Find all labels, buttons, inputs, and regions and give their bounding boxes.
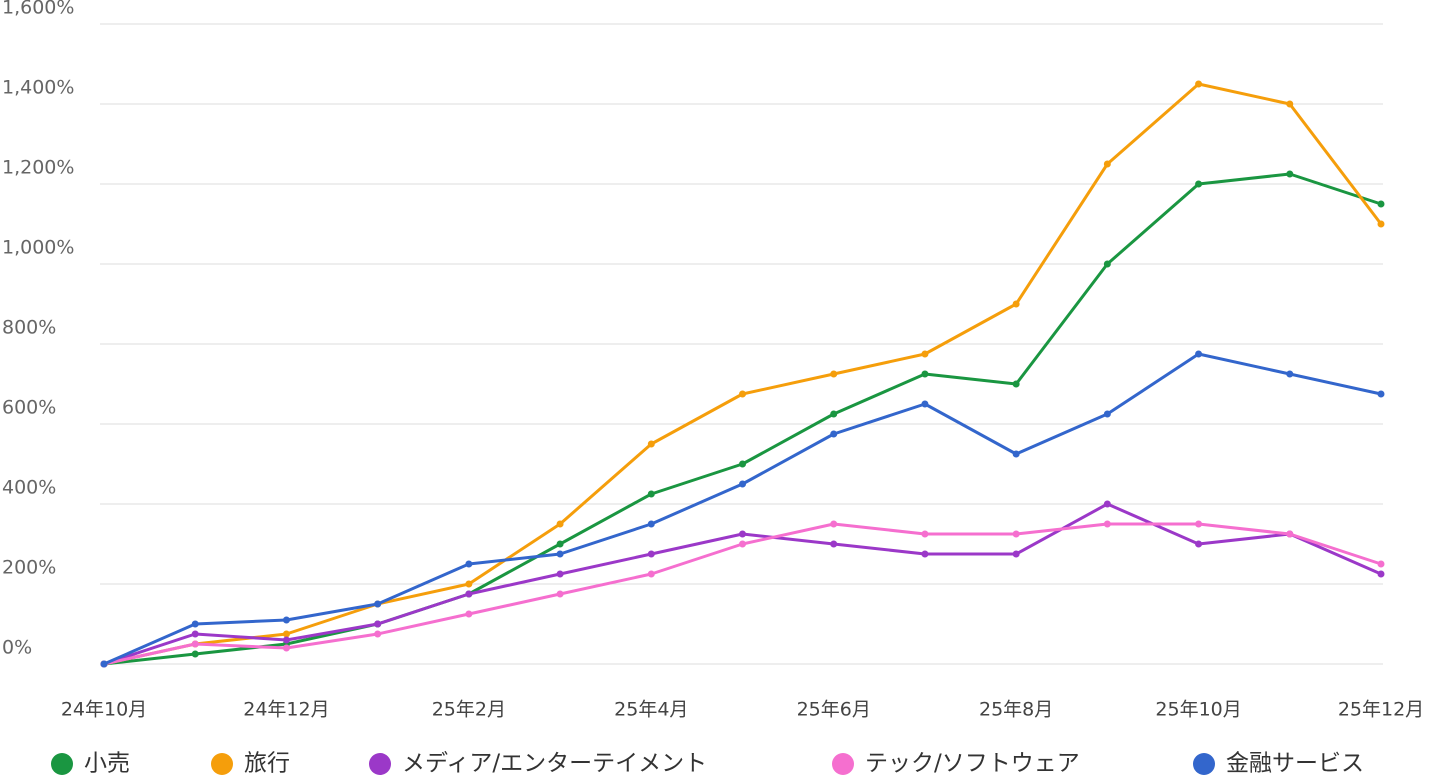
legend-label: 金融サービス [1226,751,1364,777]
data-point [556,570,564,578]
y-tick-label: 1,400% [2,77,74,99]
data-point [191,620,199,628]
data-point [1103,520,1111,528]
data-point [1103,410,1111,418]
data-point [374,620,382,628]
data-point [1103,160,1111,168]
data-point [465,590,473,598]
x-tick-label: 24年10月 [61,699,147,721]
data-point [1377,220,1385,228]
legend-label: メディア/エンターテイメント [402,751,707,777]
x-tick-label: 25年8月 [979,699,1053,721]
data-point [1286,100,1294,108]
data-point [921,530,929,538]
legend-label: 小売 [84,751,130,777]
data-point [1286,370,1294,378]
data-point [830,370,838,378]
series-line [103,82,1383,666]
data-point [465,560,473,568]
y-tick-label: 1,600% [2,0,74,19]
data-point [100,660,108,668]
x-tick-label: 25年2月 [432,699,506,721]
series-line [103,352,1382,666]
data-point [556,540,564,548]
data-point [191,650,199,658]
x-tick-label: 25年12月 [1338,699,1424,721]
data-point [282,616,290,624]
data-point [282,636,290,644]
data-point [647,550,655,558]
data-point [739,390,746,398]
data-point [1377,570,1385,578]
data-point [1103,500,1111,508]
y-tick-label: 200% [2,557,56,579]
data-point [1195,80,1203,88]
data-point [1012,300,1020,308]
data-point [921,370,929,378]
legend-label: テック/ソフトウェア [865,751,1080,777]
data-point [1377,200,1385,208]
data-point [830,520,838,528]
y-tick-label: 800% [2,317,56,339]
data-point [739,460,746,468]
data-point [830,540,838,548]
data-point [647,570,655,578]
data-point [921,400,929,408]
data-point [1286,170,1294,178]
legend-marker [369,753,391,775]
x-tick-label: 25年10月 [1155,699,1241,721]
y-tick-label: 600% [2,397,56,419]
data-point [1195,540,1203,548]
data-point [1286,530,1294,538]
y-tick-label: 1,200% [2,157,74,179]
data-point [739,480,746,488]
data-point [647,520,655,528]
data-point [282,644,290,652]
data-point [556,520,564,528]
data-point [921,350,929,358]
data-point [647,440,655,448]
data-point [1377,560,1385,568]
data-point [191,630,199,638]
data-point [374,600,382,608]
data-point [1377,390,1385,398]
data-point [1195,350,1203,358]
data-point [1012,550,1020,558]
data-point [1195,520,1203,528]
data-point [739,530,746,538]
legend-marker [211,753,233,775]
data-point [1012,450,1020,458]
data-point [191,640,199,648]
data-point [921,550,929,558]
data-point [282,630,290,638]
data-point [1012,530,1020,538]
data-point [830,430,838,438]
series-line [103,172,1382,666]
x-tick-label: 25年6月 [797,699,871,721]
data-point [1012,380,1020,388]
data-point [465,610,473,618]
x-tick-label: 24年12月 [243,699,329,721]
y-tick-label: 1,000% [2,237,74,259]
data-point [556,590,564,598]
legend-label: 旅行 [244,751,290,777]
data-point [556,550,564,558]
y-tick-label: 400% [2,477,56,499]
legend-marker [832,753,854,775]
y-tick-label: 0% [2,637,32,659]
data-point [647,490,655,498]
data-point [374,630,382,638]
data-point [830,410,838,418]
data-point [739,540,746,548]
data-point [465,580,473,588]
data-point [1195,180,1203,188]
legend-marker [51,753,73,775]
x-tick-label: 25年4月 [614,699,688,721]
legend-marker [1193,753,1215,775]
data-point [1103,260,1111,268]
